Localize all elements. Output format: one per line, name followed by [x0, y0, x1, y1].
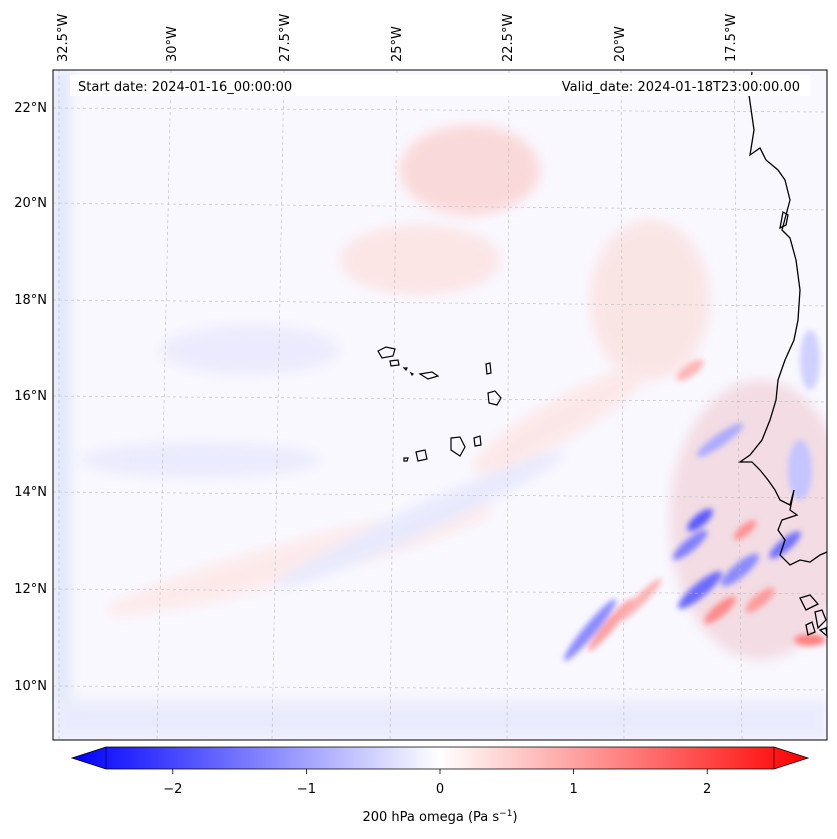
date-banner [70, 75, 810, 96]
colorbar-bar [70, 746, 810, 770]
lon-label: 30°W [165, 26, 180, 62]
start-date: Start date: 2024-01-16_00:00:00 [78, 80, 292, 95]
lon-label: 32.5°W [56, 14, 71, 62]
lat-label: 20°N [14, 196, 47, 211]
lat-label: 22°N [14, 101, 47, 116]
colorbar: −2 −1 0 1 2 200 hPa omega (Pa s−1) [70, 746, 810, 825]
lat-label: 12°N [14, 582, 47, 597]
cape-verde-islands [377, 346, 502, 462]
colorbar-tick-label: −2 [163, 782, 182, 797]
lat-label: 14°N [14, 485, 47, 500]
omega-field [53, 70, 827, 740]
latitude-labels: 22°N 20°N 18°N 16°N 14°N 12°N 10°N [14, 101, 47, 694]
lat-label: 10°N [14, 679, 47, 694]
colorbar-label: 200 hPa omega (Pa s−1) [362, 809, 517, 825]
colorbar-tick-label: 2 [703, 782, 711, 797]
lon-label: 20°W [613, 26, 628, 62]
colorbar-ticks: −2 −1 0 1 2 [163, 769, 711, 797]
lon-label: 22.5°W [501, 14, 516, 62]
lon-label: 25°W [390, 26, 405, 62]
lon-label: 27.5°W [278, 14, 293, 62]
valid-date: Valid_date: 2024-01-18T23:00:00.00 [562, 80, 800, 95]
colorbar-tick-label: −1 [297, 782, 316, 797]
lon-label: 17.5°W [724, 14, 739, 62]
lat-label: 16°N [14, 389, 47, 404]
map-panel: Start date: 2024-01-16_00:00:00 Valid_da… [52, 69, 828, 741]
coastline [737, 71, 828, 638]
colorbar-tick-label: 1 [569, 782, 577, 797]
colorbar-tick-label: 0 [436, 782, 444, 797]
longitude-labels: 32.5°W 30°W 27.5°W 25°W 22.5°W 20°W 17.5… [56, 14, 739, 62]
lat-label: 18°N [14, 293, 47, 308]
graticule [52, 69, 828, 741]
map-frame [52, 69, 828, 741]
